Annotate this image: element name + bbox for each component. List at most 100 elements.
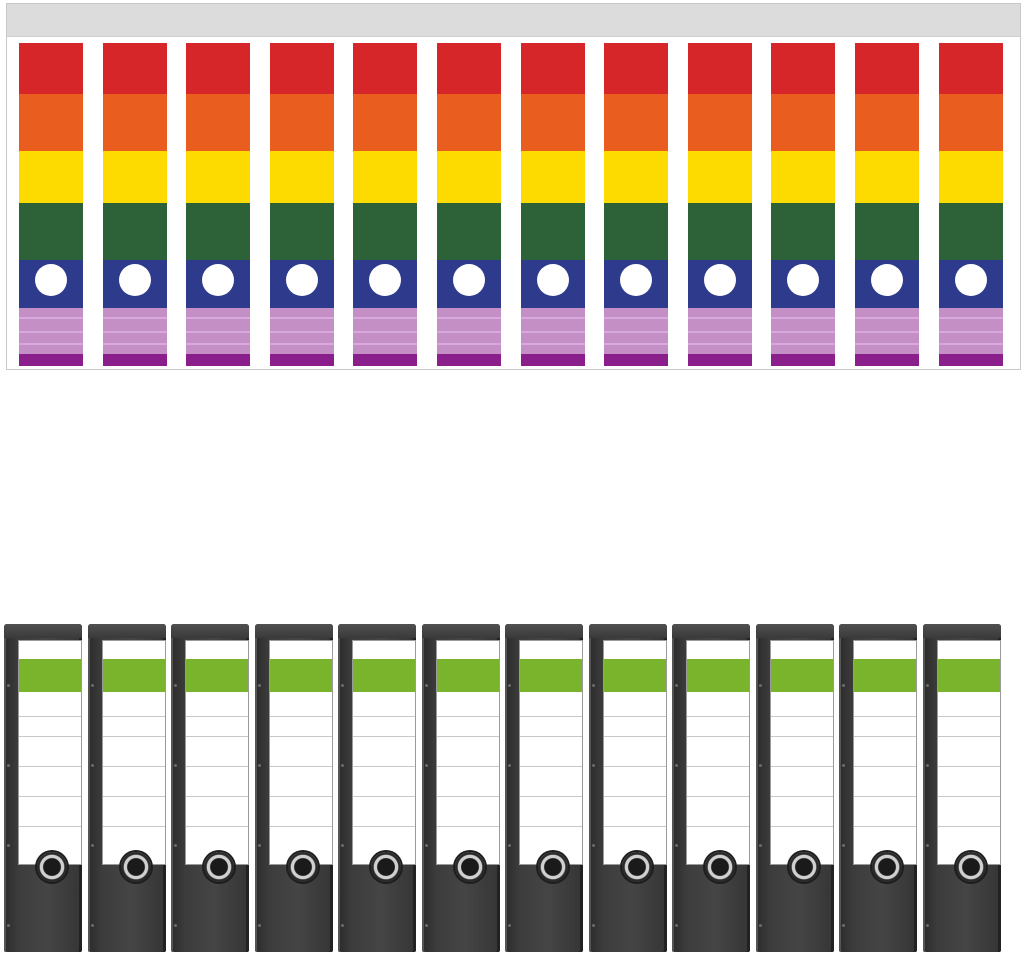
lavender-divider bbox=[269, 317, 334, 319]
green-label-band bbox=[520, 659, 582, 692]
edge-rivet bbox=[7, 764, 10, 767]
lavender-divider bbox=[855, 343, 919, 345]
label-row-line bbox=[19, 796, 81, 797]
orange-stripe bbox=[19, 94, 83, 151]
yellow-stripe bbox=[19, 151, 83, 203]
green-stripe bbox=[437, 203, 501, 260]
finger-hole bbox=[787, 264, 820, 296]
edge-rivet bbox=[257, 844, 261, 847]
spine-label bbox=[855, 43, 919, 366]
lavender-divider bbox=[771, 331, 836, 333]
yellow-stripe bbox=[186, 151, 251, 203]
lavender-divider bbox=[353, 317, 418, 319]
finger-ring-icon bbox=[872, 852, 902, 882]
red-stripe bbox=[604, 43, 669, 94]
lavender-divider bbox=[437, 317, 501, 319]
label-row-line bbox=[19, 736, 81, 737]
edge-rivet bbox=[424, 684, 428, 687]
finger-ring-icon bbox=[955, 852, 986, 882]
label-row-line bbox=[770, 736, 833, 737]
spine-label bbox=[687, 43, 752, 366]
green-stripe bbox=[19, 203, 83, 260]
orange-stripe bbox=[520, 94, 585, 151]
label-row-line bbox=[937, 736, 1000, 737]
label-row-line bbox=[353, 716, 415, 717]
label-row-line bbox=[687, 736, 749, 737]
finger-hole bbox=[285, 264, 318, 296]
edge-rivet bbox=[591, 924, 595, 927]
purple-stripe bbox=[353, 354, 418, 366]
spine-label-card bbox=[435, 640, 500, 865]
edge-rivet bbox=[758, 924, 762, 927]
edge-rivet bbox=[508, 764, 511, 767]
spine-label-card bbox=[936, 640, 1001, 865]
lavender-divider bbox=[520, 331, 585, 333]
purple-stripe bbox=[102, 354, 167, 366]
edge-rivet bbox=[90, 684, 94, 687]
edge-rivet bbox=[508, 924, 511, 927]
label-row-line bbox=[269, 736, 332, 737]
edge-rivet bbox=[925, 684, 929, 687]
lavender-divider bbox=[771, 317, 836, 319]
edge-rivet bbox=[424, 924, 428, 927]
label-row-line bbox=[937, 766, 1000, 767]
edge-rivet bbox=[90, 844, 94, 847]
edge-rivet bbox=[675, 844, 678, 847]
edge-rivet bbox=[257, 684, 261, 687]
edge-rivet bbox=[90, 924, 94, 927]
spine-label-card bbox=[769, 640, 834, 865]
edge-rivet bbox=[508, 844, 511, 847]
edge-rivet bbox=[675, 924, 678, 927]
spine-label bbox=[186, 43, 251, 366]
label-row-line bbox=[102, 796, 165, 797]
lever-arch-binder bbox=[254, 624, 333, 952]
label-row-line bbox=[186, 796, 248, 797]
yellow-stripe bbox=[938, 151, 1003, 203]
label-row-line bbox=[436, 826, 499, 827]
green-stripe bbox=[102, 203, 167, 260]
red-stripe bbox=[520, 43, 585, 94]
lavender-divider bbox=[102, 317, 167, 319]
lavender-divider bbox=[353, 331, 418, 333]
yellow-stripe bbox=[353, 151, 418, 203]
green-label-band bbox=[436, 659, 499, 692]
lavender-divider bbox=[604, 317, 669, 319]
finger-hole bbox=[453, 264, 485, 296]
spine-label-card bbox=[268, 640, 333, 865]
edge-rivet bbox=[591, 764, 595, 767]
label-row-line bbox=[436, 796, 499, 797]
green-stripe bbox=[269, 203, 334, 260]
edge-rivet bbox=[925, 764, 929, 767]
green-label-band bbox=[854, 659, 916, 692]
label-row-line bbox=[770, 826, 833, 827]
label-row-line bbox=[603, 826, 666, 827]
edge-rivet bbox=[842, 924, 845, 927]
yellow-stripe bbox=[604, 151, 669, 203]
finger-hole bbox=[954, 264, 987, 296]
finger-hole bbox=[118, 264, 151, 296]
green-stripe bbox=[771, 203, 836, 260]
lavender-divider bbox=[102, 343, 167, 345]
lavender-divider bbox=[186, 331, 251, 333]
label-row-line bbox=[186, 826, 248, 827]
lever-arch-binder bbox=[421, 624, 500, 952]
label-row-line bbox=[102, 736, 165, 737]
spine-label-card bbox=[602, 640, 667, 865]
purple-stripe bbox=[855, 354, 919, 366]
lavender-divider bbox=[687, 317, 752, 319]
spine-label-card bbox=[853, 640, 917, 865]
green-label-band bbox=[102, 659, 165, 692]
finger-hole bbox=[871, 264, 903, 296]
lever-arch-binder bbox=[922, 624, 1001, 952]
label-row-line bbox=[854, 826, 916, 827]
red-stripe bbox=[771, 43, 836, 94]
edge-rivet bbox=[7, 924, 10, 927]
finger-ring-icon bbox=[371, 852, 401, 882]
red-stripe bbox=[437, 43, 501, 94]
finger-hole bbox=[536, 264, 569, 296]
lavender-divider bbox=[938, 317, 1003, 319]
label-row-line bbox=[770, 716, 833, 717]
purple-stripe bbox=[269, 354, 334, 366]
edge-rivet bbox=[90, 764, 94, 767]
spine-label bbox=[771, 43, 836, 366]
